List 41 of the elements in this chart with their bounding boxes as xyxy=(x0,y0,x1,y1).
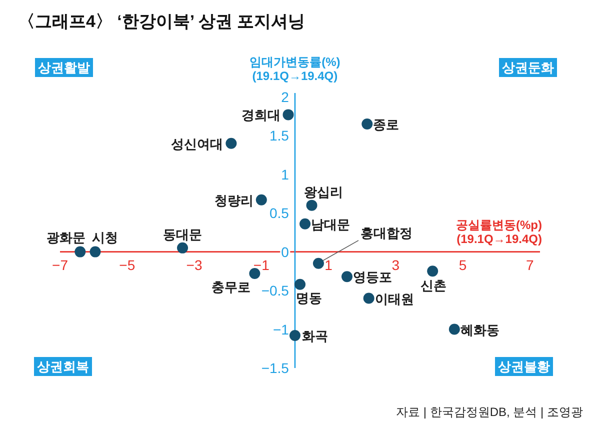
point-label: 광화문 xyxy=(46,230,86,245)
point-label: 남대문 xyxy=(311,216,350,232)
point-label: 경희대 xyxy=(241,108,280,123)
y-tick: 1.5 xyxy=(270,128,289,144)
point-label: 명동 xyxy=(296,290,322,306)
x-tick: 5 xyxy=(458,256,467,273)
point-label: 홍대합정 xyxy=(360,225,412,240)
point-label: 동대문 xyxy=(163,226,202,242)
point-label: 종로 xyxy=(373,116,400,132)
x-tick: 7 xyxy=(526,256,534,273)
point-label: 이태원 xyxy=(374,291,414,306)
point-label: 시청 xyxy=(92,230,118,245)
x-tick: −1 xyxy=(253,256,270,273)
point-label: 청량리 xyxy=(214,192,254,208)
y-tick: 0.5 xyxy=(270,205,289,222)
y-label: 임대가변동률(%) (19.1Q→19.4Q) xyxy=(250,55,340,83)
x-tick: −7 xyxy=(52,256,68,273)
quadrant-label: 상권회복 xyxy=(37,359,89,374)
quadrant-label: 상권둔화 xyxy=(502,60,554,75)
y-tick: −1.5 xyxy=(261,360,289,376)
point-label: 영등포 xyxy=(353,270,392,285)
y-tick: 2 xyxy=(281,88,289,105)
point-label: 왕십리 xyxy=(304,184,344,200)
quadrant-label: 상권불황 xyxy=(498,359,550,374)
point-label: 화곡 xyxy=(302,328,328,344)
y-tick: 0 xyxy=(281,244,289,260)
point-label: 성신여대 xyxy=(171,136,224,152)
x-tick: −3 xyxy=(186,256,202,273)
quadrant-label: 상권활발 xyxy=(38,60,90,75)
y-tick: 1 xyxy=(281,166,289,182)
point-label: 신촌 xyxy=(420,278,447,294)
title: 〈그래프4〉 ‘한강이북’ 상권 포지셔닝 xyxy=(18,12,306,31)
point-label: 충무로 xyxy=(212,280,251,294)
x-tick: 3 xyxy=(392,256,400,273)
point-label: 혜화동 xyxy=(460,322,500,338)
x-tick: −5 xyxy=(119,256,136,273)
y-tick: −1 xyxy=(273,321,289,338)
y-tick: −0.5 xyxy=(261,282,289,299)
x-label: 공실률변동(%p) (19.1Q→19.4Q) xyxy=(456,218,542,246)
source: 자료 | 한국감정원DB, 분석 | 조영광 xyxy=(396,405,583,419)
x-tick: 1 xyxy=(324,256,332,273)
